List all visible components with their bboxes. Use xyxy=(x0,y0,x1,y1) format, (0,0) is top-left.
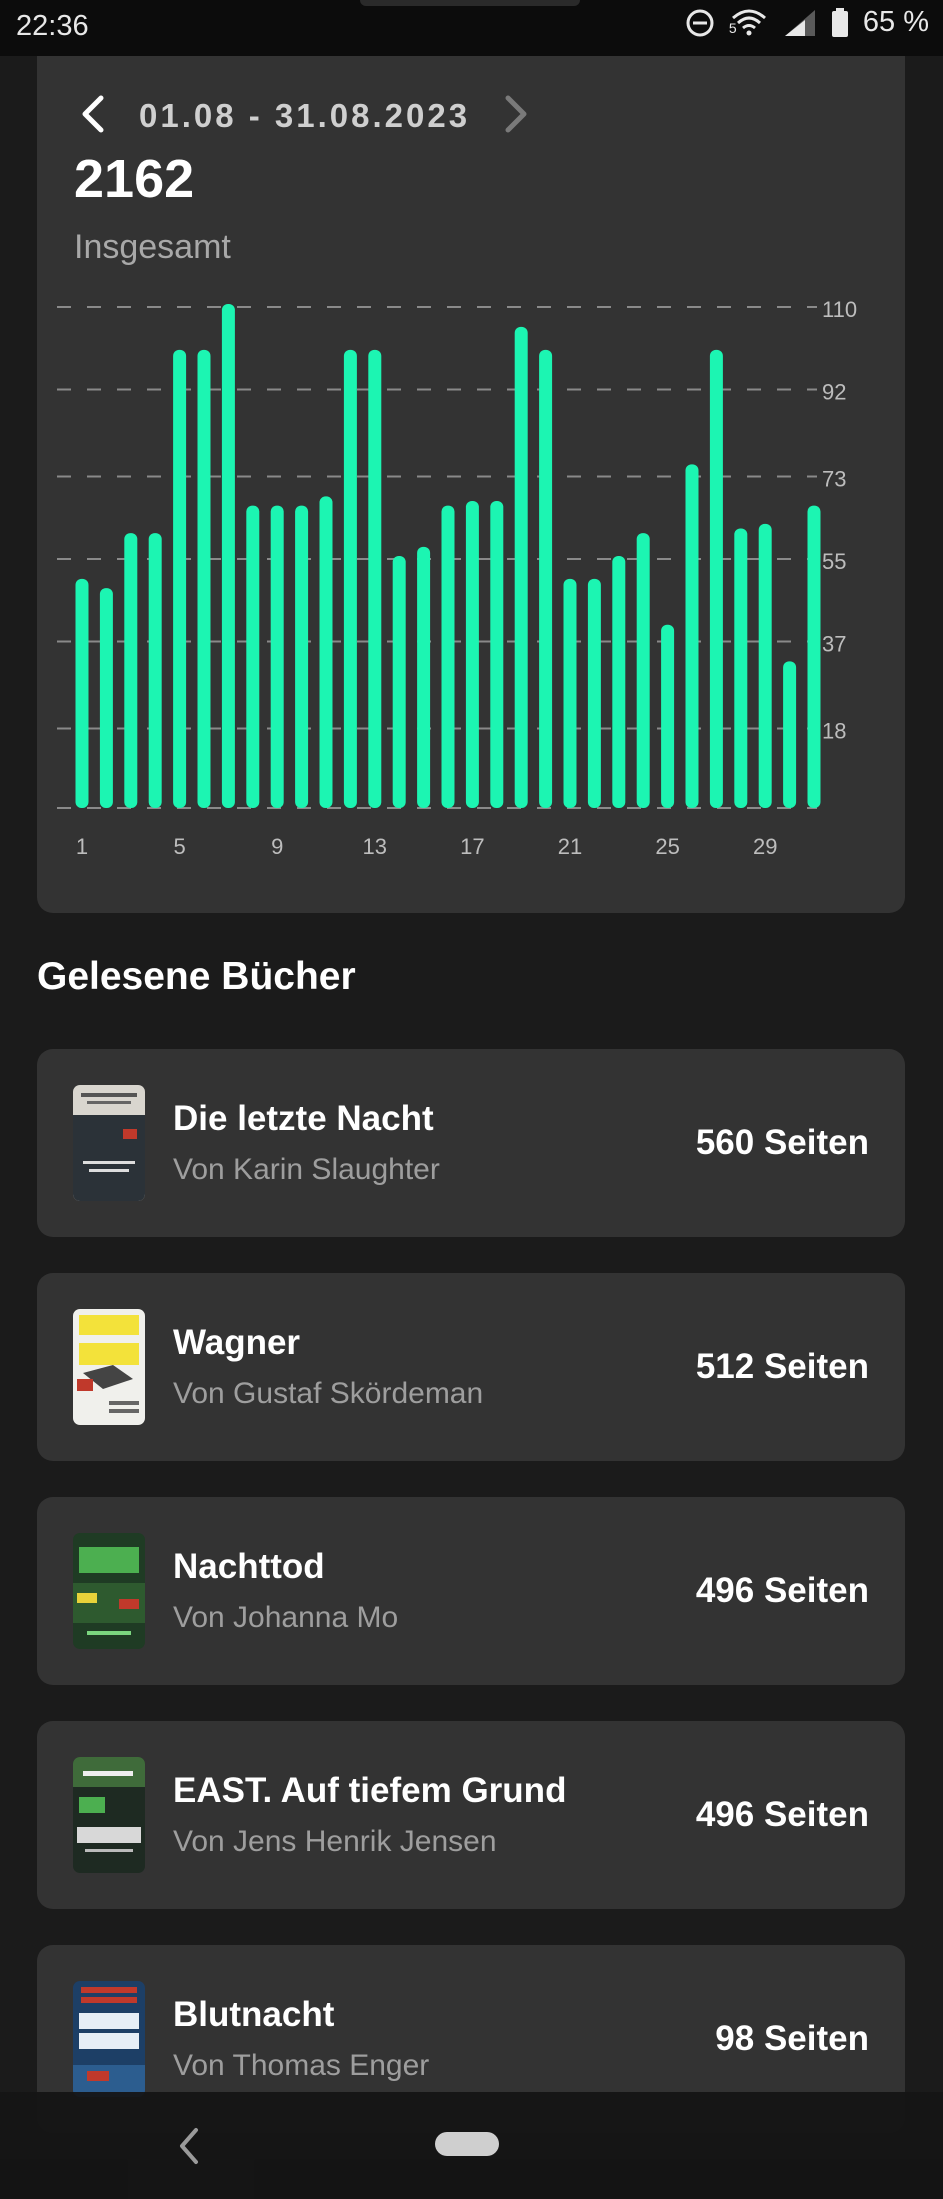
bar xyxy=(636,533,650,808)
book-author: Von Thomas Enger xyxy=(173,2049,430,2082)
y-tick-label: 73 xyxy=(822,467,846,492)
back-icon[interactable] xyxy=(174,2126,204,2171)
book-cover-blutnacht xyxy=(73,1981,145,2097)
book-title: Die letzte Nacht xyxy=(173,1099,434,1138)
reading-stats-card: 01.08 - 31.08.2023 2162 Insgesamt 110 92 7… xyxy=(37,56,905,913)
bar xyxy=(246,505,260,808)
bar xyxy=(441,505,455,808)
bar xyxy=(514,326,528,808)
home-pill-icon[interactable] xyxy=(435,2132,499,2156)
total-pages: 2162 xyxy=(74,149,195,209)
bar xyxy=(783,661,797,808)
chevron-left-icon[interactable] xyxy=(77,94,109,139)
bar xyxy=(124,533,138,808)
bar xyxy=(807,505,821,808)
wifi-badge: 5 xyxy=(728,19,737,36)
bar xyxy=(173,349,187,808)
date-range: 01.08 - 31.08.2023 xyxy=(139,97,471,134)
book-author: Von Gustaf Skördeman xyxy=(173,1377,484,1410)
status-time: 22:36 xyxy=(16,10,89,42)
bar xyxy=(99,588,113,808)
bar xyxy=(221,304,235,808)
book-cover-wagner xyxy=(73,1309,145,1425)
battery-level: 65 % xyxy=(862,6,929,38)
y-tick-label: 55 xyxy=(822,549,846,574)
book-pages: 512 Seiten xyxy=(695,1347,869,1386)
book-pages: 496 Seiten xyxy=(695,1795,869,1834)
bar xyxy=(75,578,89,808)
x-tick-label: 25 xyxy=(655,834,679,856)
bar xyxy=(661,624,675,808)
book-author: Von Karin Slaughter xyxy=(173,1153,440,1186)
book-title: EAST. Auf tiefem Grund xyxy=(173,1771,567,1810)
book-item[interactable]: Nachttod Von Johanna Mo 496 Seiten xyxy=(37,1497,905,1685)
bar xyxy=(270,505,284,808)
status-bar: 22:36 5 65 % xyxy=(0,0,943,56)
bar xyxy=(709,349,723,808)
bar xyxy=(465,501,479,808)
book-author: Von Johanna Mo xyxy=(173,1601,399,1634)
bar xyxy=(612,556,626,808)
bar xyxy=(563,578,577,808)
book-item[interactable]: Die letzte Nacht Von Karin Slaughter 560… xyxy=(37,1049,905,1237)
x-tick-label: 29 xyxy=(753,834,777,856)
x-tick-label: 17 xyxy=(460,834,484,856)
book-pages: 496 Seiten xyxy=(695,1571,869,1610)
book-cover-east xyxy=(73,1757,145,1873)
bar xyxy=(685,464,699,808)
bar xyxy=(490,501,504,808)
pages-per-day-chart: 110 92 73 55 37 18 1 5 9 13 17 21 25 29 xyxy=(57,297,857,856)
bar xyxy=(417,546,431,808)
x-tick-label: 1 xyxy=(76,834,88,856)
book-cover-die-letzte-nacht xyxy=(73,1085,145,1201)
bar xyxy=(343,349,357,808)
book-title: Nachttod xyxy=(173,1547,325,1586)
read-books-heading: Gelesene Bücher xyxy=(37,955,356,998)
book-pages: 560 Seiten xyxy=(695,1123,869,1162)
battery-icon xyxy=(831,7,849,38)
wifi-icon: 5 xyxy=(729,8,769,38)
x-tick-label: 5 xyxy=(173,834,185,856)
bar xyxy=(734,528,748,808)
book-author: Von Jens Henrik Jensen xyxy=(173,1825,497,1858)
date-range-selector: 01.08 - 31.08.2023 xyxy=(77,86,532,146)
system-nav-bar xyxy=(0,2092,943,2199)
y-tick-label: 18 xyxy=(822,719,846,744)
book-pages: 98 Seiten xyxy=(715,2019,869,2058)
bar xyxy=(758,523,772,808)
signal-icon xyxy=(783,8,817,38)
x-tick-label: 13 xyxy=(363,834,387,856)
status-icons: 5 65 % xyxy=(685,6,929,39)
bar xyxy=(539,349,553,808)
bar xyxy=(148,533,162,808)
y-tick-label: 37 xyxy=(822,631,846,656)
book-title: Blutnacht xyxy=(173,1995,335,2034)
x-tick-label: 9 xyxy=(271,834,283,856)
books-list: Die letzte Nacht Von Karin Slaughter 560… xyxy=(37,1049,905,2169)
bar xyxy=(368,349,382,808)
bar xyxy=(319,496,333,808)
bar xyxy=(392,556,406,808)
camera-notch xyxy=(360,0,580,6)
total-label: Insgesamt xyxy=(74,228,231,266)
y-tick-label: 92 xyxy=(822,379,846,404)
do-not-disturb-icon xyxy=(685,8,715,38)
x-tick-label: 21 xyxy=(558,834,582,856)
book-title: Wagner xyxy=(173,1323,301,1362)
book-item[interactable]: Wagner Von Gustaf Skördeman 512 Seiten xyxy=(37,1273,905,1461)
book-cover-nachttod xyxy=(73,1533,145,1649)
y-tick-label: 110 xyxy=(822,297,857,322)
chevron-right-icon[interactable] xyxy=(500,94,532,139)
book-item[interactable]: EAST. Auf tiefem Grund Von Jens Henrik J… xyxy=(37,1721,905,1909)
bar xyxy=(587,578,601,808)
bar xyxy=(295,505,309,808)
bar xyxy=(197,349,211,808)
